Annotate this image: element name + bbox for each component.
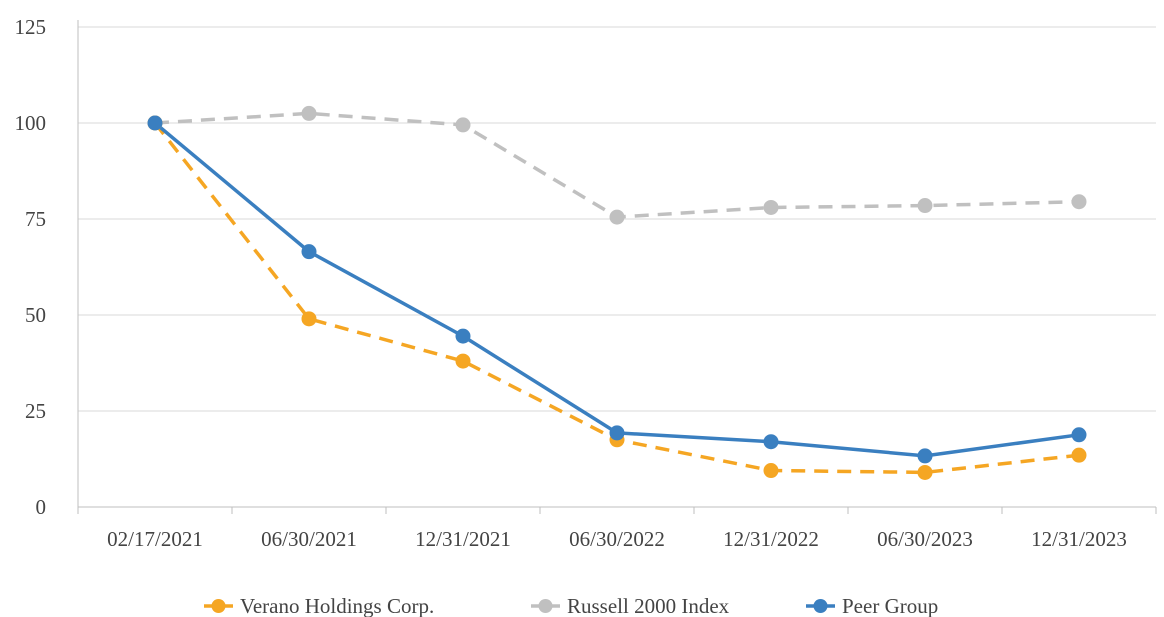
- series-lines: [153, 111, 1080, 475]
- legend-label-1: Russell 2000 Index: [567, 594, 730, 617]
- data-point-s1-2: [455, 117, 471, 133]
- x-tick-label-6: 12/31/2023: [1031, 527, 1127, 551]
- data-point-s2-1: [301, 244, 317, 260]
- series-line-0: [153, 121, 1080, 475]
- series-line-2: [153, 121, 1080, 458]
- data-point-s2-4: [763, 434, 779, 450]
- x-tick-label-1: 06/30/2021: [261, 527, 357, 551]
- x-tick-label-0: 02/17/2021: [107, 527, 203, 551]
- data-point-s2-2: [455, 328, 471, 344]
- y-tick-label-50: 50: [25, 303, 46, 327]
- legend-label-0: Verano Holdings Corp.: [240, 594, 434, 617]
- legend-label-2: Peer Group: [842, 594, 938, 617]
- series-line-1: [154, 111, 1080, 219]
- data-point-s1-3: [609, 209, 625, 225]
- data-point-s2-3: [609, 425, 625, 441]
- data-point-s0-5: [917, 464, 933, 480]
- data-point-s0-4: [763, 463, 779, 479]
- x-tick-label-4: 12/31/2022: [723, 527, 819, 551]
- data-point-s1-6: [1071, 194, 1087, 210]
- y-tick-label-0: 0: [36, 495, 47, 519]
- data-point-s2-0: [147, 115, 163, 131]
- legend: Verano Holdings Corp. Russell 2000 Index P…: [204, 594, 938, 617]
- y-tick-label-75: 75: [25, 207, 46, 231]
- x-tick-label-5: 06/30/2023: [877, 527, 973, 551]
- legend-marker-0: [211, 599, 226, 613]
- y-tick-label-25: 25: [25, 399, 46, 423]
- data-point-s1-4: [763, 199, 779, 215]
- axes: 0 25 50 75 100 125 02/17/2021 06/30/2021 12/31/2…: [15, 15, 1157, 551]
- x-tick-label-3: 06/30/2022: [569, 527, 665, 551]
- data-point-s2-5: [917, 448, 933, 464]
- data-point-s0-6: [1071, 447, 1087, 463]
- data-point-s0-2: [455, 353, 471, 369]
- legend-marker-2: [813, 599, 828, 613]
- data-point-s2-6: [1071, 427, 1087, 443]
- legend-marker-1: [538, 599, 553, 613]
- data-point-s1-5: [917, 198, 933, 214]
- y-tick-label-125: 125: [15, 15, 47, 39]
- data-point-s0-1: [301, 311, 317, 327]
- y-tick-label-100: 100: [15, 111, 47, 135]
- x-tick-label-2: 12/31/2021: [415, 527, 511, 551]
- data-points: [147, 105, 1087, 480]
- data-point-s1-1: [301, 105, 317, 121]
